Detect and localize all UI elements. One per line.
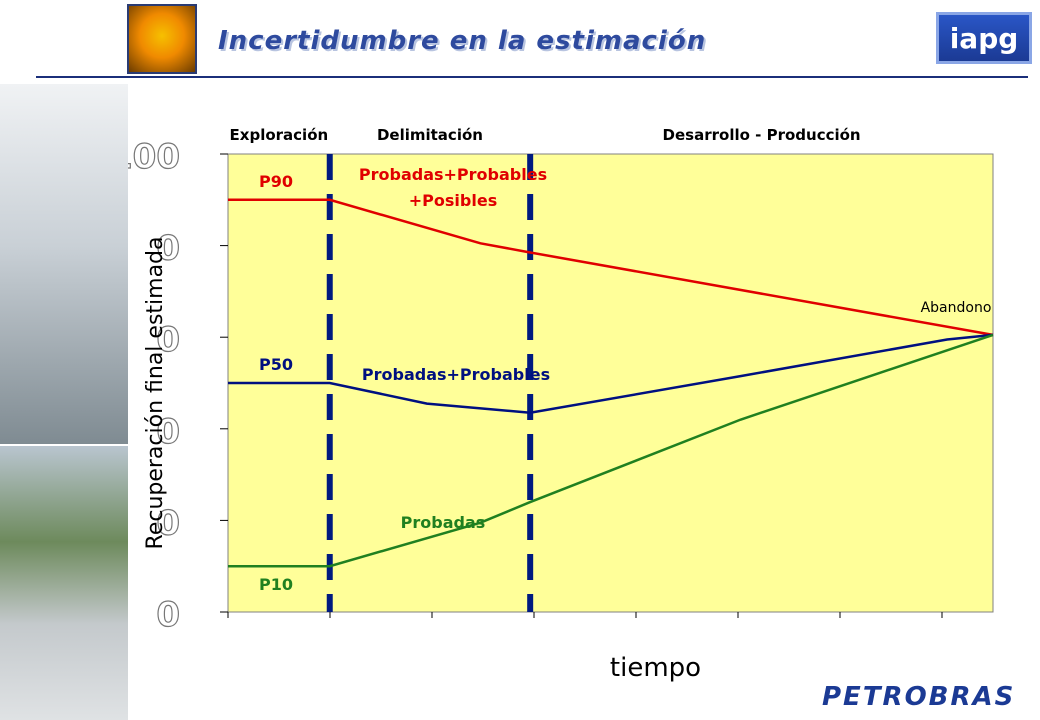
series-line-p90: [228, 198, 994, 337]
company-logo: [127, 4, 197, 74]
page-title: Incertidumbre en la estimación: [218, 26, 707, 56]
plot-area: [227, 153, 994, 613]
phase-label: Exploración: [230, 126, 329, 144]
y-tick-label: 0: [156, 320, 180, 360]
y-tick-label: 100: [128, 137, 180, 177]
upper-curve-label: Probadas+Probables: [359, 165, 547, 184]
pipeline-photo: [0, 446, 128, 720]
y-tick-label: 0: [156, 503, 180, 543]
petrobras-logo: PETROBRAS: [822, 682, 1016, 712]
x-axis-label: tiempo: [610, 653, 701, 683]
mid-curve-label: Probadas+Probables: [362, 365, 550, 384]
series-label-p50: P50: [259, 355, 293, 374]
series-label-p10: P10: [259, 575, 293, 594]
series-label-p90: P90: [259, 172, 293, 191]
iapg-logo: iapg: [936, 12, 1032, 64]
oil-rig-photo: [0, 84, 128, 444]
low-curve-label: Probadas: [401, 513, 486, 532]
y-tick-label: 0: [156, 595, 180, 635]
phase-label: Desarrollo - Producción: [663, 126, 861, 144]
header-divider: [36, 76, 1028, 78]
abandon-label: Abandono: [921, 300, 992, 316]
uncertainty-chart: 10000000Recuperación final estimadatiemp…: [128, 126, 994, 683]
y-axis-label: Recuperación final estimada: [143, 237, 168, 550]
series-line-p10: [228, 333, 994, 568]
phase-label: Delimitación: [377, 126, 483, 144]
y-tick-label: 0: [156, 412, 180, 452]
series-line-p50: [228, 333, 994, 415]
upper-curve-label-line2: +Posibles: [409, 191, 497, 210]
y-tick-label: 0: [156, 229, 180, 269]
